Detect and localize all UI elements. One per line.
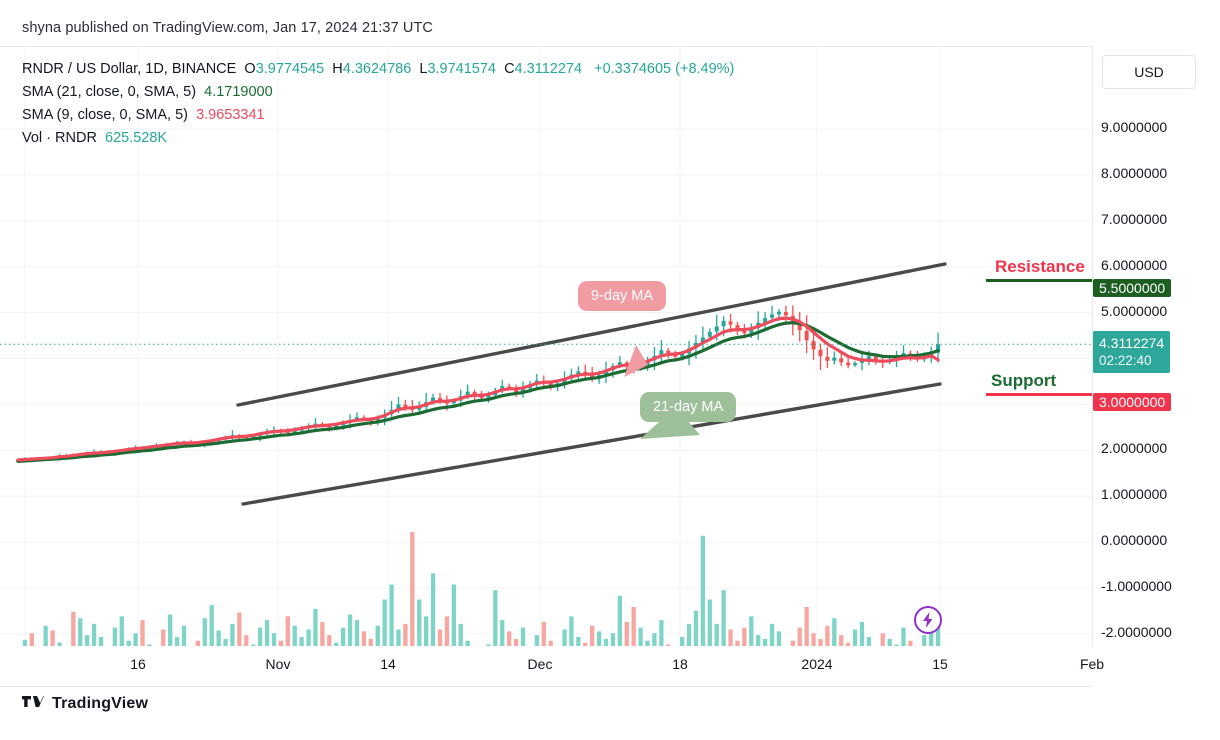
time-tick: Dec (527, 656, 553, 672)
support-line[interactable] (986, 393, 1092, 396)
price-tick: 7.0000000 (1101, 210, 1168, 227)
legend-sma9-label: SMA (9, close, 0, SMA, 5) (22, 107, 188, 123)
tradingview-brand: TradingView (52, 695, 149, 712)
price-tick: 2.0000000 (1101, 440, 1168, 457)
price-tick: -2.0000000 (1101, 624, 1172, 640)
chart-legend: RNDR / US Dollar, 1D, BINANCE O3.9774545… (22, 58, 734, 150)
resistance-line[interactable] (986, 279, 1092, 282)
legend-low-value: 3.9741574 (427, 61, 496, 77)
last-price-badge-countdown: 02:22:40 (1099, 353, 1152, 369)
legend-ohlc-row: RNDR / US Dollar, 1D, BINANCE O3.9774545… (22, 58, 734, 81)
time-tick: Nov (265, 656, 291, 672)
footer: TradingView (22, 695, 148, 713)
last-price-badge-value: 4.3112274 (1099, 335, 1165, 352)
price-axis[interactable]: 9.0000000 8.0000000 7.0000000 6.0000000 5.00… (1092, 46, 1220, 646)
time-tick: 16 (130, 656, 146, 672)
lightning-bolt-icon[interactable] (913, 605, 943, 635)
time-tick: 15 (932, 656, 948, 672)
legend-sma21-label: SMA (21, close, 0, SMA, 5) (22, 84, 197, 100)
legend-sma9-value: 3.9653341 (196, 107, 265, 123)
annotation-9day-ma[interactable]: 9-day MA (578, 281, 667, 311)
legend-sma21-row[interactable]: SMA (21, close, 0, SMA, 5) 4.1719000 (22, 81, 734, 104)
time-tick: Feb (1079, 656, 1105, 672)
support-label: Support (991, 371, 1057, 390)
time-axis[interactable]: 16 Nov 14 Dec 18 2024 15 Feb (0, 646, 1104, 687)
price-tick: 0.0000000 (1101, 532, 1168, 549)
price-tick: -1.0000000 (1101, 578, 1172, 595)
legend-close-label: C (504, 61, 515, 77)
time-tick: 18 (672, 656, 688, 672)
resistance-price-badge[interactable]: 5.5000000 (1093, 278, 1172, 297)
price-tick: 9.0000000 (1101, 119, 1168, 135)
resistance-price-badge-value: 5.5000000 (1099, 279, 1166, 296)
chart-plot-area[interactable] (0, 46, 1092, 648)
price-tick: 6.0000000 (1101, 256, 1168, 273)
legend-close-value: 4.3112274 (514, 61, 583, 77)
resistance-label: Resistance (995, 257, 1085, 276)
legend-low-label: L (419, 61, 428, 77)
price-tick: 8.0000000 (1101, 164, 1168, 181)
legend-sma21-value: 4.1719000 (204, 84, 273, 100)
legend-open-label: O (244, 61, 256, 77)
annotation-9day-ma-label: 9-day MA (578, 281, 667, 311)
chart-canvas (0, 47, 1092, 647)
price-tick: 1.0000000 (1101, 486, 1168, 503)
legend-change-value: +0.3374605 (+8.49%) (594, 61, 735, 77)
time-tick: 2024 (801, 656, 833, 672)
last-price-badge[interactable]: 4.3112274 02:22:40 (1093, 331, 1171, 374)
support-price-badge[interactable]: 3.0000000 (1093, 393, 1172, 412)
legend-volume-value: 625.528K (105, 130, 168, 146)
annotation-21day-ma-label: 21-day MA (640, 392, 737, 422)
legend-high-value: 4.3624786 (342, 61, 412, 77)
price-tick: 5.0000000 (1101, 302, 1168, 319)
tradingview-logo-icon (22, 696, 44, 707)
legend-symbol[interactable]: RNDR / US Dollar, 1D, BINANCE (22, 61, 237, 77)
legend-sma9-row[interactable]: SMA (9, close, 0, SMA, 5) 3.9653341 (22, 104, 734, 127)
legend-volume-row[interactable]: Vol · RNDR 625.528K (22, 127, 734, 150)
support-price-badge-value: 3.0000000 (1099, 394, 1166, 411)
legend-volume-label: Vol · RNDR (22, 130, 97, 146)
currency-button[interactable]: USD (1102, 55, 1196, 89)
time-tick: 14 (380, 656, 396, 672)
legend-high-label: H (332, 61, 343, 77)
annotation-21day-ma[interactable]: 21-day MA (640, 392, 737, 422)
legend-open-value: 3.9774545 (255, 61, 325, 77)
published-caption: shyna published on TradingView.com, Jan … (22, 20, 433, 36)
